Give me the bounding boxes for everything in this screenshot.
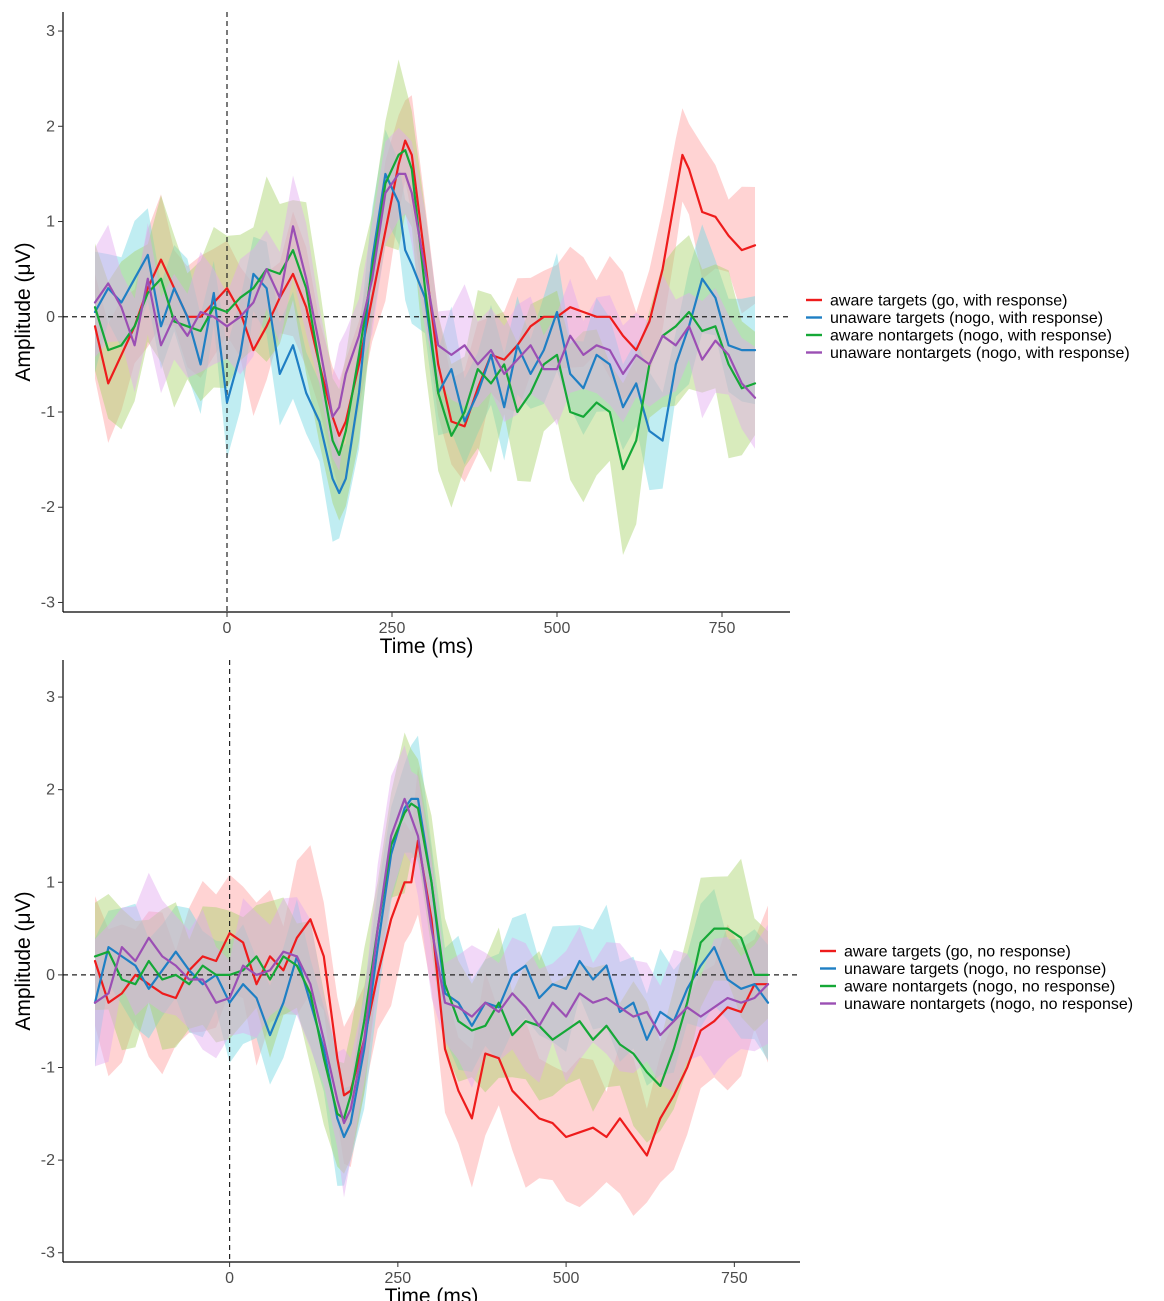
y-tick-label: -3 [41,594,55,611]
x-tick-label: 0 [225,1270,234,1287]
legend-label-1: aware targets (go, with response) [830,293,1067,310]
ci-band-3 [95,732,768,1174]
x-tick-label: 500 [553,1270,580,1287]
x-tick-label: 250 [379,620,406,637]
series-line-4 [93,172,757,418]
panel-top: 3 2 1 0 -1 -2 -3 0 250 500 750 Time (ms) Amplitude (… [12,12,1130,658]
legend-label-3: aware nontargets (nogo, with response) [830,328,1112,345]
ci-band-4 [95,745,768,1198]
panel-bottom: 3 2 1 0 -1 -2 -3 0 250 500 750 Time (ms) Amplitude (… [12,660,1133,1301]
ci-band-1 [95,766,768,1216]
y-tick-label: 3 [46,23,55,40]
x-tick-label: 0 [223,620,232,637]
legend-label-2: unaware targets (nogo, no response) [844,961,1106,978]
x-tick-label: 750 [709,620,736,637]
legend-label-2: unaware targets (nogo, with response) [830,310,1103,327]
y-tick-label: -2 [41,499,55,516]
series-line-2 [93,797,770,1139]
y-tick-label: 2 [46,118,55,135]
y-tick-label: 1 [46,874,55,891]
series-line-3 [93,802,770,1120]
y-tick-label: -2 [41,1152,55,1169]
y-tick-label: -1 [41,1060,55,1077]
y-axis-title: Amplitude (μV) [12,242,35,381]
legend-label-3: aware nontargets (nogo, no response) [844,979,1115,996]
x-axis-title: Time (ms) [380,635,474,658]
y-tick-label: 3 [46,689,55,706]
y-tick-label: -1 [41,404,55,421]
ci-band-3 [95,59,755,555]
x-tick-label: 250 [384,1270,411,1287]
legend-label-1: aware targets (go, no response) [844,944,1071,961]
y-tick-label: 2 [46,782,55,799]
y-tick-label: 0 [46,967,55,984]
y-tick-label: 1 [46,214,55,231]
x-tick-label: 500 [544,620,571,637]
y-tick-label: -3 [41,1245,55,1262]
series-line-4 [93,797,770,1125]
x-tick-label: 750 [721,1270,748,1287]
y-axis-title: Amplitude (μV) [12,891,35,1030]
legend-label-4: unaware nontargets (nogo, with response) [830,345,1130,362]
legend-label-4: unaware nontargets (nogo, no response) [844,996,1133,1013]
y-tick-label: 0 [46,309,55,326]
x-axis-title: Time (ms) [385,1285,479,1301]
